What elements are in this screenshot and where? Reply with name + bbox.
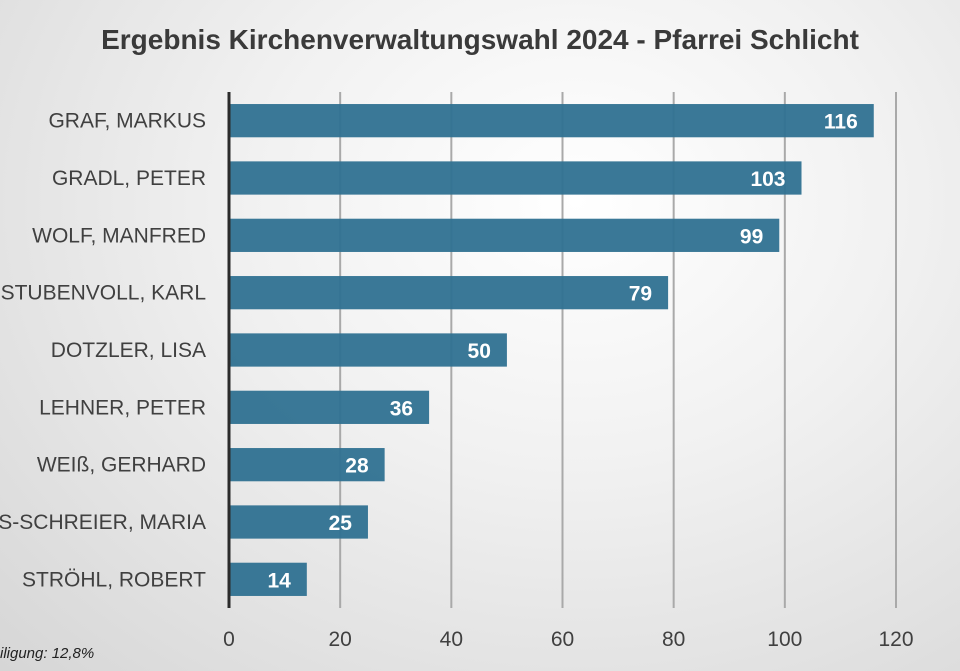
x-tick-label: 80 bbox=[662, 628, 685, 651]
category-label: LEHNER, PETER bbox=[39, 396, 206, 419]
value-label: 14 bbox=[267, 569, 291, 592]
chart-title: Ergebnis Kirchenverwaltungswahl 2024 - P… bbox=[101, 24, 859, 55]
x-tick-label: 0 bbox=[223, 628, 235, 651]
value-label: 25 bbox=[329, 512, 353, 535]
category-label: WOLF, MANFRED bbox=[32, 224, 206, 247]
category-label: S-SCHREIER, MARIA bbox=[0, 511, 206, 534]
value-label: 50 bbox=[468, 340, 491, 363]
bar bbox=[229, 218, 780, 252]
value-label: 103 bbox=[750, 168, 785, 191]
category-label: STUBENVOLL, KARL bbox=[1, 282, 206, 305]
x-tick-labels: 0 20 40 60 80 100 120 bbox=[223, 628, 913, 651]
value-label: 116 bbox=[824, 111, 858, 134]
bars bbox=[229, 104, 874, 596]
bar bbox=[229, 390, 430, 424]
bar bbox=[229, 161, 802, 195]
value-labels: 116 103 99 79 50 36 28 25 14 bbox=[267, 111, 857, 593]
category-labels: GRAF, MARKUS GRADL, PETER WOLF, MANFRED STU… bbox=[0, 110, 206, 592]
value-label: 99 bbox=[740, 225, 763, 248]
bar bbox=[229, 104, 874, 138]
value-label: 28 bbox=[345, 455, 369, 478]
x-tick-label: 120 bbox=[878, 628, 913, 651]
category-label: WEIß, GERHARD bbox=[37, 454, 206, 477]
bar bbox=[229, 333, 507, 367]
category-label: STRÖHL, ROBERT bbox=[22, 568, 206, 591]
value-label: 36 bbox=[390, 397, 413, 420]
value-label: 79 bbox=[629, 283, 652, 306]
bar bbox=[229, 505, 368, 539]
category-label: GRAF, MARKUS bbox=[48, 110, 206, 133]
bar bbox=[229, 562, 307, 596]
category-label: DOTZLER, LISA bbox=[51, 339, 206, 362]
bar bbox=[229, 448, 385, 482]
x-tick-label: 100 bbox=[767, 628, 802, 651]
x-tick-label: 60 bbox=[551, 628, 574, 651]
participation-footnote: iligung: 12,8% bbox=[0, 645, 95, 662]
bar bbox=[229, 276, 669, 310]
x-tick-label: 40 bbox=[440, 628, 463, 651]
x-tick-label: 20 bbox=[328, 628, 351, 651]
category-label: GRADL, PETER bbox=[52, 167, 206, 190]
